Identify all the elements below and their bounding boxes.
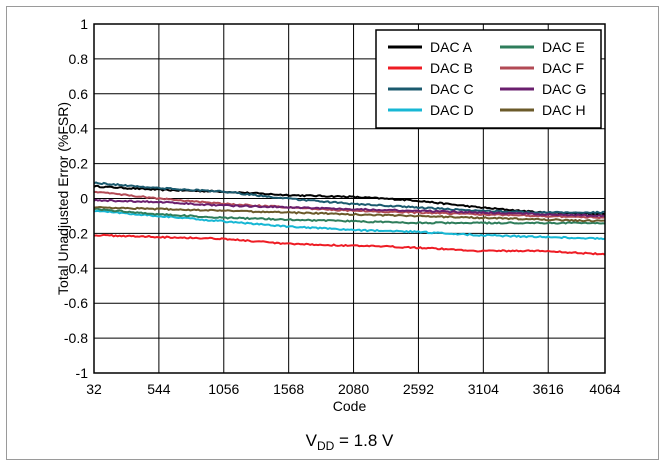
y-tick-label: -0.2 (64, 225, 88, 241)
legend-item: DAC E (500, 39, 585, 55)
legend-label: DAC C (430, 81, 474, 97)
series-line-dac-g (93, 198, 606, 218)
series-line-dac-b (93, 233, 606, 256)
y-tick-label: 0 (80, 191, 88, 207)
x-tick-label: 1056 (208, 381, 239, 397)
plot-border (93, 23, 606, 374)
caption-rest: = 1.8 V (334, 431, 394, 450)
series-line-dac-h (93, 205, 605, 223)
y-tick-labels: -1 -0.8 -0.6 -0.4 -0.2 0 0.2 0.4 0.6 0.8 1 (64, 16, 88, 381)
y-tick-label: -0.6 (64, 295, 88, 311)
x-axis-label: Code (333, 398, 367, 414)
y-tick-label: 0.4 (69, 121, 89, 137)
caption-subscript: DD (317, 439, 335, 453)
legend-label: DAC G (542, 81, 586, 97)
x-tick-labels: 32 544 1056 1568 2080 2592 3104 3616 4064 (86, 381, 621, 397)
legend-item: DAC A (388, 39, 473, 55)
x-tick-label: 2592 (403, 381, 434, 397)
y-tick-label: -0.4 (64, 260, 88, 276)
legend-item: DAC F (500, 60, 584, 76)
legend-label: DAC B (430, 60, 473, 76)
y-tick-label: -0.8 (64, 330, 88, 346)
legend-item: DAC C (388, 81, 474, 97)
y-tick-label: -1 (76, 365, 89, 381)
legend-item: DAC B (388, 60, 473, 76)
series-line-dac-e (93, 207, 606, 225)
y-axis-label: Total Unadjusted Error (%FSR) (55, 102, 71, 295)
legend-label: DAC F (542, 60, 584, 76)
x-tick-label: 2080 (338, 381, 369, 397)
legend-item: DAC G (500, 81, 586, 97)
y-tick-label: 0.6 (69, 86, 89, 102)
x-tick-label: 32 (86, 381, 102, 397)
x-tick-label: 3104 (468, 381, 499, 397)
legend-label: DAC E (542, 39, 585, 55)
x-tick-label: 3616 (533, 381, 564, 397)
legend-label: DAC D (430, 102, 474, 118)
x-tick-label: 1568 (273, 381, 304, 397)
y-tick-label: 0.8 (69, 51, 89, 67)
legend: DAC A DAC B DAC C DAC D DAC E DAC F DAC G DAC H (375, 29, 602, 129)
legend-label: DAC H (542, 102, 586, 118)
supply-voltage-caption: VDD = 1.8 V (306, 431, 394, 453)
x-tick-label: 4064 (589, 381, 620, 397)
legend-item: DAC H (500, 102, 586, 118)
legend-label: DAC A (430, 39, 473, 55)
series-lines (93, 181, 606, 256)
series-line-dac-f (93, 190, 606, 220)
series-line-dac-d (93, 209, 606, 241)
caption-main: V (306, 431, 318, 450)
series-line-dac-c (93, 181, 606, 215)
x-tick-label: 544 (147, 381, 171, 397)
y-tick-label: 0.2 (69, 156, 89, 172)
legend-item: DAC D (388, 102, 474, 118)
y-tick-label: 1 (80, 16, 88, 32)
